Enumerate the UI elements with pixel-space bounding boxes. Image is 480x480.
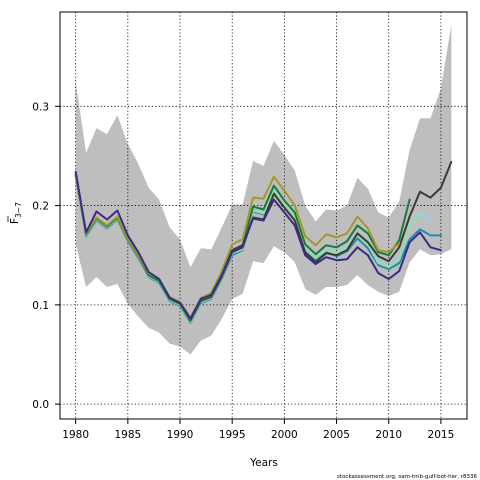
x-tick-label: 2010 xyxy=(375,429,402,441)
series-line-6 xyxy=(74,173,401,319)
series-line-7 xyxy=(74,170,442,320)
x-tick-label: 2005 xyxy=(323,429,350,441)
y-axis-title-main: F xyxy=(9,218,21,224)
x-tick-label: 2015 xyxy=(428,429,455,441)
x-tick-label: 1980 xyxy=(62,429,89,441)
y-tick-label: 0.0 xyxy=(32,399,49,411)
y-axis-title: F3−7 xyxy=(7,202,23,224)
y-tick-label: 0.1 xyxy=(32,300,49,312)
plot-frame xyxy=(59,11,468,420)
x-axis-title: Years xyxy=(249,457,278,469)
confidence-band-layer xyxy=(75,24,452,355)
axes-layer: 1980 1985 1990 1995 2000 2005 2010 2015 0.0 0.1 0.… xyxy=(32,101,454,441)
x-tick-label: 1985 xyxy=(114,429,141,441)
confidence-band xyxy=(75,24,452,355)
y-tick-label: 0.3 xyxy=(32,101,49,113)
y-tick-label: 0.2 xyxy=(32,201,49,213)
svg-text:F3−7: F3−7 xyxy=(9,202,23,224)
series-layer xyxy=(74,160,453,324)
x-tick-label: 2000 xyxy=(271,429,298,441)
y-axis-title-sub: 3−7 xyxy=(14,202,23,218)
x-tick-label: 1990 xyxy=(167,429,194,441)
source-credit: stockassessment.org, sam-tmb-gulf-bot-he… xyxy=(337,474,477,480)
x-tick-label: 1995 xyxy=(219,429,246,441)
